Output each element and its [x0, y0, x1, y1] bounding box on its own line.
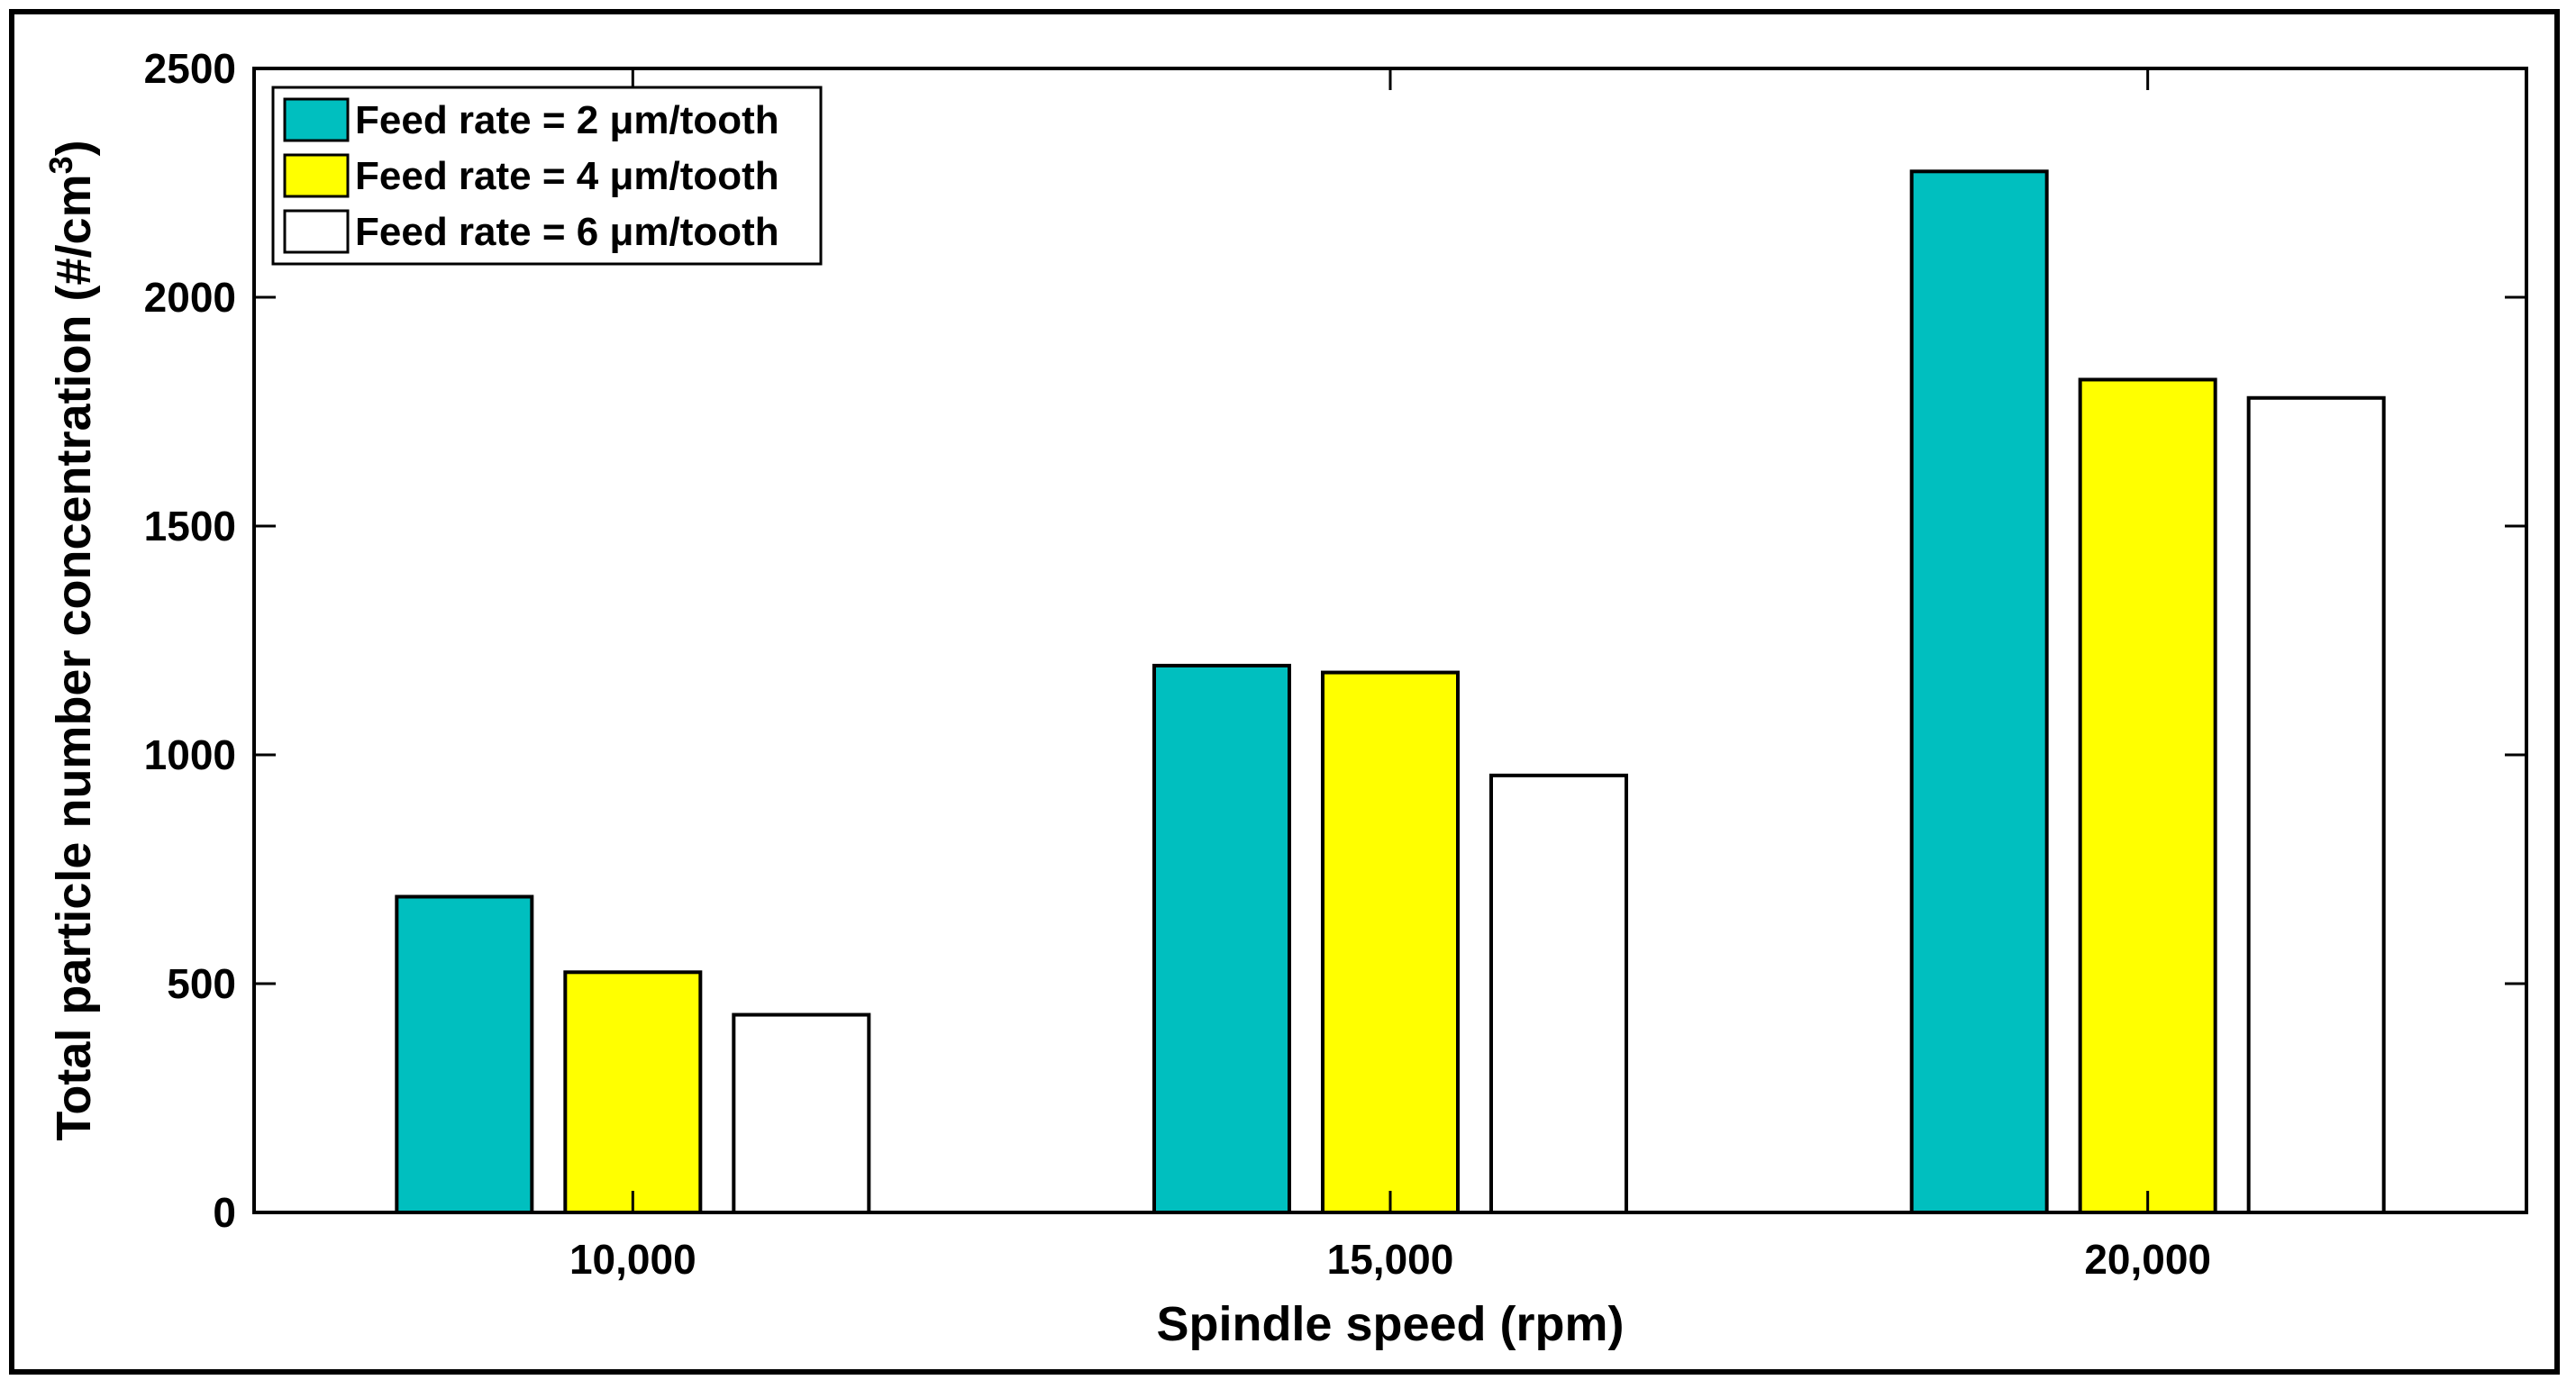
y-axis-title: Total particle number concentration (#/c… — [42, 140, 101, 1140]
ticks-layer: 10,000 15,000 20,000 0 500 1000 1500 2000 2500 — [144, 45, 2526, 1283]
y-axis-title-main: Total particle number concentration (#/c… — [47, 174, 101, 1140]
y-tick-label: 0 — [213, 1189, 236, 1236]
x-tick-label: 10,000 — [569, 1236, 696, 1283]
legend-label-2: Feed rate = 4 μm/tooth — [355, 154, 779, 198]
bars-layer — [395, 169, 2386, 1215]
y-axis-title-suffix: ) — [47, 140, 101, 156]
legend-label-3: Feed rate = 6 μm/tooth — [355, 210, 779, 254]
y-tick-label: 2000 — [144, 274, 236, 321]
y-tick-label: 1000 — [144, 731, 236, 778]
x-tick-label: 15,000 — [1327, 1236, 1454, 1283]
x-tick-label: 20,000 — [2084, 1236, 2211, 1283]
legend-box — [271, 86, 823, 266]
x-axis-title: Spindle speed (rpm) — [1156, 1297, 1624, 1351]
legend: Feed rate = 2 μm/tooth Feed rate = 4 μm/t… — [271, 86, 823, 266]
legend-swatch-2 — [283, 153, 350, 198]
y-tick-label: 1500 — [144, 503, 236, 549]
bar-1-3 — [1909, 169, 2049, 1214]
legend-swatch-1 — [283, 97, 350, 142]
y-tick-label: 2500 — [144, 45, 236, 92]
bar-3-3 — [2246, 395, 2386, 1214]
bar-1-1 — [395, 894, 534, 1214]
legend-swatch-3 — [283, 209, 350, 254]
bar-2-2 — [1321, 670, 1460, 1214]
y-axis-title-superscript: 3 — [42, 156, 79, 174]
legend-label-1: Feed rate = 2 μm/tooth — [355, 98, 779, 142]
bar-3-2 — [1489, 773, 1628, 1214]
bar-3-1 — [732, 1012, 871, 1214]
bar-2-1 — [563, 970, 703, 1215]
y-tick-label: 500 — [167, 960, 236, 1007]
bar-1-2 — [1152, 663, 1291, 1214]
bar-2-3 — [2078, 377, 2217, 1214]
